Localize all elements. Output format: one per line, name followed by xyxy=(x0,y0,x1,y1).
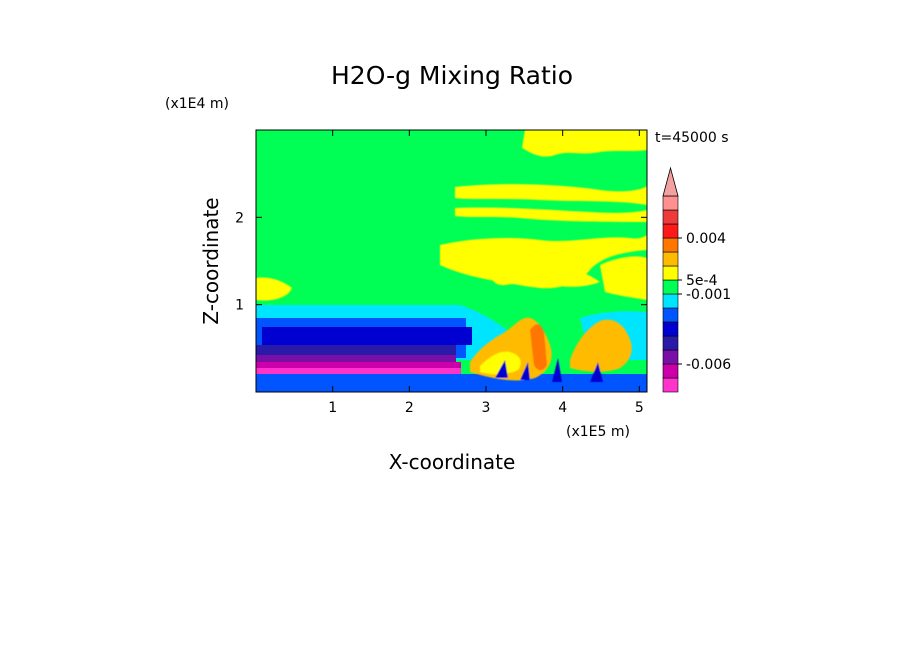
chart-title: H2O-g Mixing Ratio xyxy=(331,61,573,90)
x-axis-ticks: 1 2 3 4 5 xyxy=(328,130,644,416)
dry-boundary-layer xyxy=(256,318,647,392)
orange-plume-right xyxy=(570,319,632,372)
orange-streak xyxy=(530,324,547,371)
y-axis-ticks: 12 xyxy=(235,210,647,314)
convective-plumes xyxy=(470,317,632,382)
y-multiplier-label: (x1E4 m) xyxy=(165,96,229,112)
x-tick-label: 2 xyxy=(405,400,414,416)
yellow-inner-left xyxy=(480,351,521,375)
blue-streaks xyxy=(495,358,603,382)
colorbar-swatch xyxy=(662,209,679,225)
time-label: t=45000 s xyxy=(655,130,729,146)
colorbar-extend-arrow xyxy=(662,166,679,197)
colorbar-swatch xyxy=(662,223,679,239)
heatmap-field xyxy=(256,130,647,392)
colorbar-swatch xyxy=(662,307,679,323)
colorbar-tick-label: 0.004 xyxy=(686,231,726,247)
yellow-stream-center xyxy=(490,262,600,287)
upper-moist-bands xyxy=(256,130,647,301)
yellow-left-blob xyxy=(256,277,292,301)
colorbar-swatch xyxy=(662,195,679,211)
x-tick-label: 3 xyxy=(482,400,491,416)
colorbar-swatch xyxy=(662,349,679,365)
purple-band xyxy=(256,355,456,365)
colorbar-tick-label: 5e-4 xyxy=(686,273,718,289)
x-multiplier-label: (x1E5 m) xyxy=(566,424,630,440)
yellow-right-patch xyxy=(600,256,647,300)
y-axis-label: Z-coordinate xyxy=(199,197,223,324)
x-axis-label: X-coordinate xyxy=(389,450,516,474)
colorbar-swatch xyxy=(662,251,679,267)
colorbar-swatch xyxy=(662,293,679,309)
colorbar-swatch xyxy=(662,279,679,295)
yellow-band-2 xyxy=(455,207,647,222)
near-surface-blue xyxy=(256,374,647,392)
plot-frame xyxy=(255,129,648,393)
colorbar-swatch xyxy=(662,237,679,253)
colorbar-swatch xyxy=(662,265,679,281)
x-tick-label: 4 xyxy=(558,400,567,416)
yellow-band-1 xyxy=(455,184,647,205)
violet-band xyxy=(256,362,461,372)
colorbar-tick-label: -0.006 xyxy=(686,357,731,373)
y-tick-label: 2 xyxy=(235,210,244,226)
colorbar-swatch xyxy=(662,377,679,393)
y-tick-label: 1 xyxy=(235,298,244,314)
yellow-cloud-top xyxy=(522,130,647,157)
navy-band xyxy=(262,327,472,345)
colorbar-swatch xyxy=(662,321,679,337)
colorbar-tick-label: -0.001 xyxy=(686,287,731,303)
x-tick-label: 1 xyxy=(328,400,337,416)
magenta-band xyxy=(256,368,461,374)
colorbar-swatch xyxy=(662,335,679,351)
x-tick-label: 5 xyxy=(635,400,644,416)
colorbar-swatch xyxy=(662,363,679,379)
